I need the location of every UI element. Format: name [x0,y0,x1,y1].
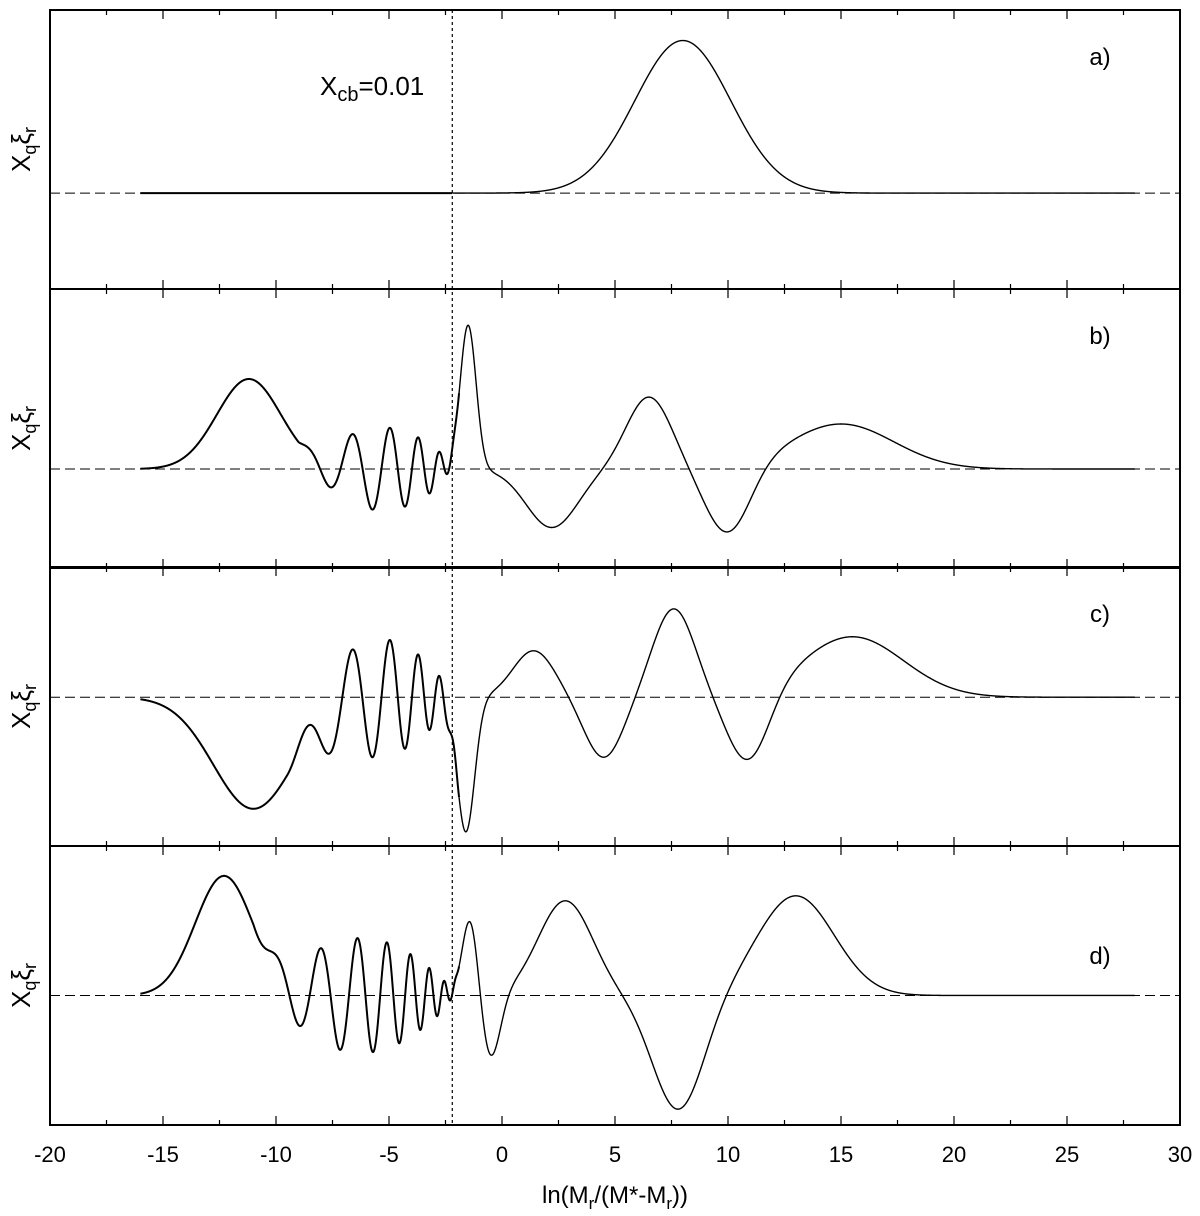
x-tick-label: 5 [609,1142,621,1167]
panel-frame [49,288,1181,569]
series-line-outer [458,895,1135,1110]
panels: a) Xqξr b) Xqξr c) Xqξr d) Xqξr [6,9,1181,1126]
x-tick-label: 15 [829,1142,853,1167]
x-tick-label: 0 [496,1142,508,1167]
x-tick-label: -5 [379,1142,399,1167]
x-tick-label: -20 [34,1142,66,1167]
panel-frame [49,566,1181,847]
panel-label-b: b) [1089,323,1110,350]
series-line-outer [458,324,1135,533]
x-tick-label: 30 [1168,1142,1192,1167]
x-tick-label: -15 [147,1142,179,1167]
annotation-xcb: Xcb=0.01 [320,71,424,106]
series-line-inner [140,639,461,810]
x-ticks [49,567,1181,846]
x-tick-label: 20 [942,1142,966,1167]
series-line-inner [140,874,461,1054]
panel-frame [49,9,1181,290]
panel-c: c) Xqξr [6,566,1181,847]
y-axis-label: Xqξr [6,684,40,729]
y-axis-label: Xqξr [6,406,40,451]
x-ticks [49,289,1181,568]
series-line-inner [140,378,461,511]
x-tick-label: 25 [1055,1142,1079,1167]
panel-label-c: c) [1090,601,1110,628]
panel-d: d) Xqξr [6,845,1181,1126]
x-tick-label: -10 [260,1142,292,1167]
series-line-outer [452,39,1135,194]
x-ticks [49,10,1181,289]
x-axis-title: ln(Mr/(M*-Mr)) [542,1182,688,1213]
panel-label-d: d) [1089,943,1110,970]
x-ticks [49,846,1181,1125]
series-line-outer [458,608,1135,833]
panel-label-a: a) [1089,44,1110,71]
panel-b: b) Xqξr [6,288,1181,569]
x-tick-label: 10 [716,1142,740,1167]
y-axis-label: Xqξr [6,127,40,172]
panel-a: a) Xqξr [6,9,1181,290]
y-axis-label: Xqξr [6,963,40,1008]
panel-frame [49,845,1181,1126]
x-tick-labels: -20 -15 -10 -5 0 5 10 15 20 25 30 [34,1142,1192,1167]
